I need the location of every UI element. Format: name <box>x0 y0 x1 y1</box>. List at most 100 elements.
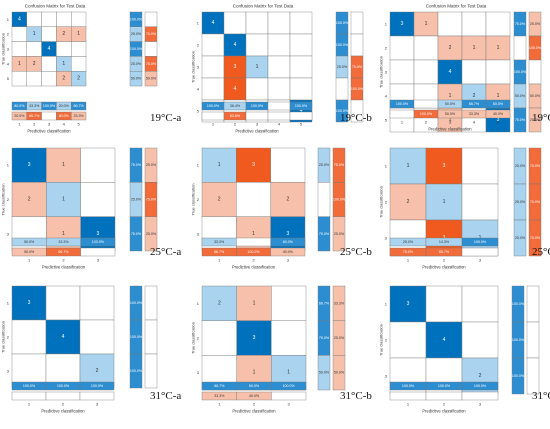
panel-tag: 25°C-c <box>532 246 550 258</box>
row-summary-correct-value: 50.0% <box>515 94 526 98</box>
col-summary-correct-value: 100.0% <box>23 384 36 388</box>
row-summary-wrong <box>350 11 364 35</box>
y-axis-label: True classification <box>379 324 384 356</box>
row-tick-label: 2 <box>7 335 10 340</box>
matrix-cell-value: 2 <box>77 76 80 82</box>
matrix-cell-value: 3 <box>497 117 500 123</box>
col-summary-correct <box>289 101 313 111</box>
x-axis-label: Predictive classification <box>232 409 276 414</box>
matrix-cell-value: 1 <box>33 31 36 37</box>
row-tick-label: 3 <box>197 231 200 236</box>
row-summary-correct-value: 25.0% <box>131 32 142 36</box>
matrix-cell-value: 2 <box>407 199 410 205</box>
confusion-matrix-panel: True classification 1 1 3 2 2 1 3 3 1 25.0% 75.0% 25… <box>379 147 550 270</box>
col-summary-correct-value: 66.7% <box>214 384 225 388</box>
matrix-cell-value: 3 <box>286 231 289 237</box>
matrix-cell-value: 3 <box>96 231 99 237</box>
y-axis-label: True classification <box>1 33 6 65</box>
row-summary-correct-value: 100.0% <box>130 335 143 339</box>
row-summary-wrong <box>350 33 364 57</box>
col-tick-label: 2 <box>252 258 255 263</box>
col-summary-correct-value: 36.4% <box>230 104 241 108</box>
matrix-cell-value: 1 <box>443 199 446 205</box>
row-tick-label: 4 <box>385 94 388 99</box>
x-axis-label: Predictive classification <box>422 265 466 270</box>
row-summary-correct-value: 25.0% <box>131 62 142 66</box>
col-summary-correct <box>461 381 499 391</box>
matrix-cell-value: 2 <box>28 197 31 203</box>
col-summary-correct-value: 66.7% <box>469 102 480 106</box>
matrix-cell-value: 4 <box>449 69 452 75</box>
matrix-cell-value: 1 <box>62 162 65 168</box>
col-tick-label: 3 <box>287 258 290 263</box>
x-axis-label: Predictive classification <box>42 265 86 270</box>
panel-tag: 19°C-a <box>150 112 181 124</box>
col-summary-wrong-value: 80.0% <box>59 114 70 118</box>
matrix-cell <box>46 147 81 183</box>
col-tick-label: 3 <box>96 402 99 407</box>
col-summary-wrong <box>80 247 116 257</box>
col-summary-wrong <box>79 391 115 401</box>
matrix-cell <box>70 70 87 87</box>
row-tick-label: 1 <box>7 17 10 22</box>
col-summary-wrong <box>271 391 307 401</box>
row-summary-correct-value: 66.7% <box>319 301 330 305</box>
row-tick-label: 2 <box>7 197 10 202</box>
col-summary-correct-value: 80.0% <box>14 104 25 108</box>
row-summary-correct-value: 100.0% <box>130 369 143 373</box>
row-summary-correct-value: 100.0% <box>336 43 349 47</box>
matrix-cell <box>389 59 415 85</box>
row-summary-wrong-value: 33.3% <box>334 301 345 305</box>
row-summary-wrong-value: 75.0% <box>146 198 157 202</box>
matrix-cell-value: 3 <box>28 300 31 306</box>
matrix-cell-value: 1 <box>497 93 500 99</box>
row-summary-wrong <box>528 107 542 133</box>
row-tick-label: 2 <box>385 46 388 51</box>
row-summary-wrong <box>332 216 346 252</box>
matrix-cell <box>267 11 291 35</box>
col-summary-correct-value: 100.0% <box>283 384 296 388</box>
row-tick-label: 2 <box>385 338 388 343</box>
matrix-cell <box>41 26 57 42</box>
row-summary-correct-value: 25.0% <box>337 65 348 69</box>
row-summary-correct-value: 25.0% <box>515 200 526 204</box>
matrix-cell <box>236 320 272 356</box>
confusion-matrix-panel: True classification 1 3 2 4 3 2 100.0% 100.0% 100… <box>1 285 181 414</box>
matrix-cell <box>201 147 237 183</box>
col-summary-correct-value: 33.3% <box>58 240 69 244</box>
matrix-cell-value: 4 <box>443 337 446 343</box>
matrix-cell <box>11 319 47 355</box>
row-summary-correct <box>335 99 349 123</box>
col-tick-label: 3 <box>256 122 259 127</box>
matrix-cell-value: 1 <box>62 197 65 203</box>
col-tick-label: 1 <box>28 258 31 263</box>
matrix-cell <box>201 182 237 217</box>
row-summary-wrong <box>332 355 346 391</box>
row-summary-correct-value: 50.0% <box>131 77 142 81</box>
row-tick-label: 1 <box>385 302 388 307</box>
row-summary-wrong <box>528 219 542 257</box>
col-tick-label: 5 <box>497 120 500 125</box>
matrix-cell <box>271 285 307 321</box>
row-tick-label: 1 <box>385 22 388 27</box>
col-tick-label: 1 <box>212 122 215 127</box>
row-summary-wrong <box>528 59 542 85</box>
matrix-cell <box>245 11 269 35</box>
col-summary-wrong <box>45 391 81 401</box>
row-summary-wrong-value: 25.0% <box>146 232 157 236</box>
col-summary-correct-value: 20.0% <box>59 104 70 108</box>
col-summary-correct-value: 66.7% <box>73 104 84 108</box>
col-tick-label: 1 <box>407 402 410 407</box>
row-summary-wrong-value: 100.0% <box>529 46 542 50</box>
row-summary-wrong-value: 50.0% <box>530 94 541 98</box>
row-summary-wrong-value: 75.0% <box>146 62 157 66</box>
col-summary-wrong <box>389 109 415 119</box>
col-summary-wrong <box>461 391 499 401</box>
row-tick-label: 4 <box>7 61 10 66</box>
matrix-cell <box>389 321 427 359</box>
row-summary-wrong <box>144 70 158 87</box>
col-tick-label: 2 <box>443 402 446 407</box>
col-summary-wrong-value: 63.6% <box>230 114 241 118</box>
matrix-cell-value: 2 <box>449 45 452 51</box>
col-summary-wrong-value: 66.7% <box>214 250 225 254</box>
